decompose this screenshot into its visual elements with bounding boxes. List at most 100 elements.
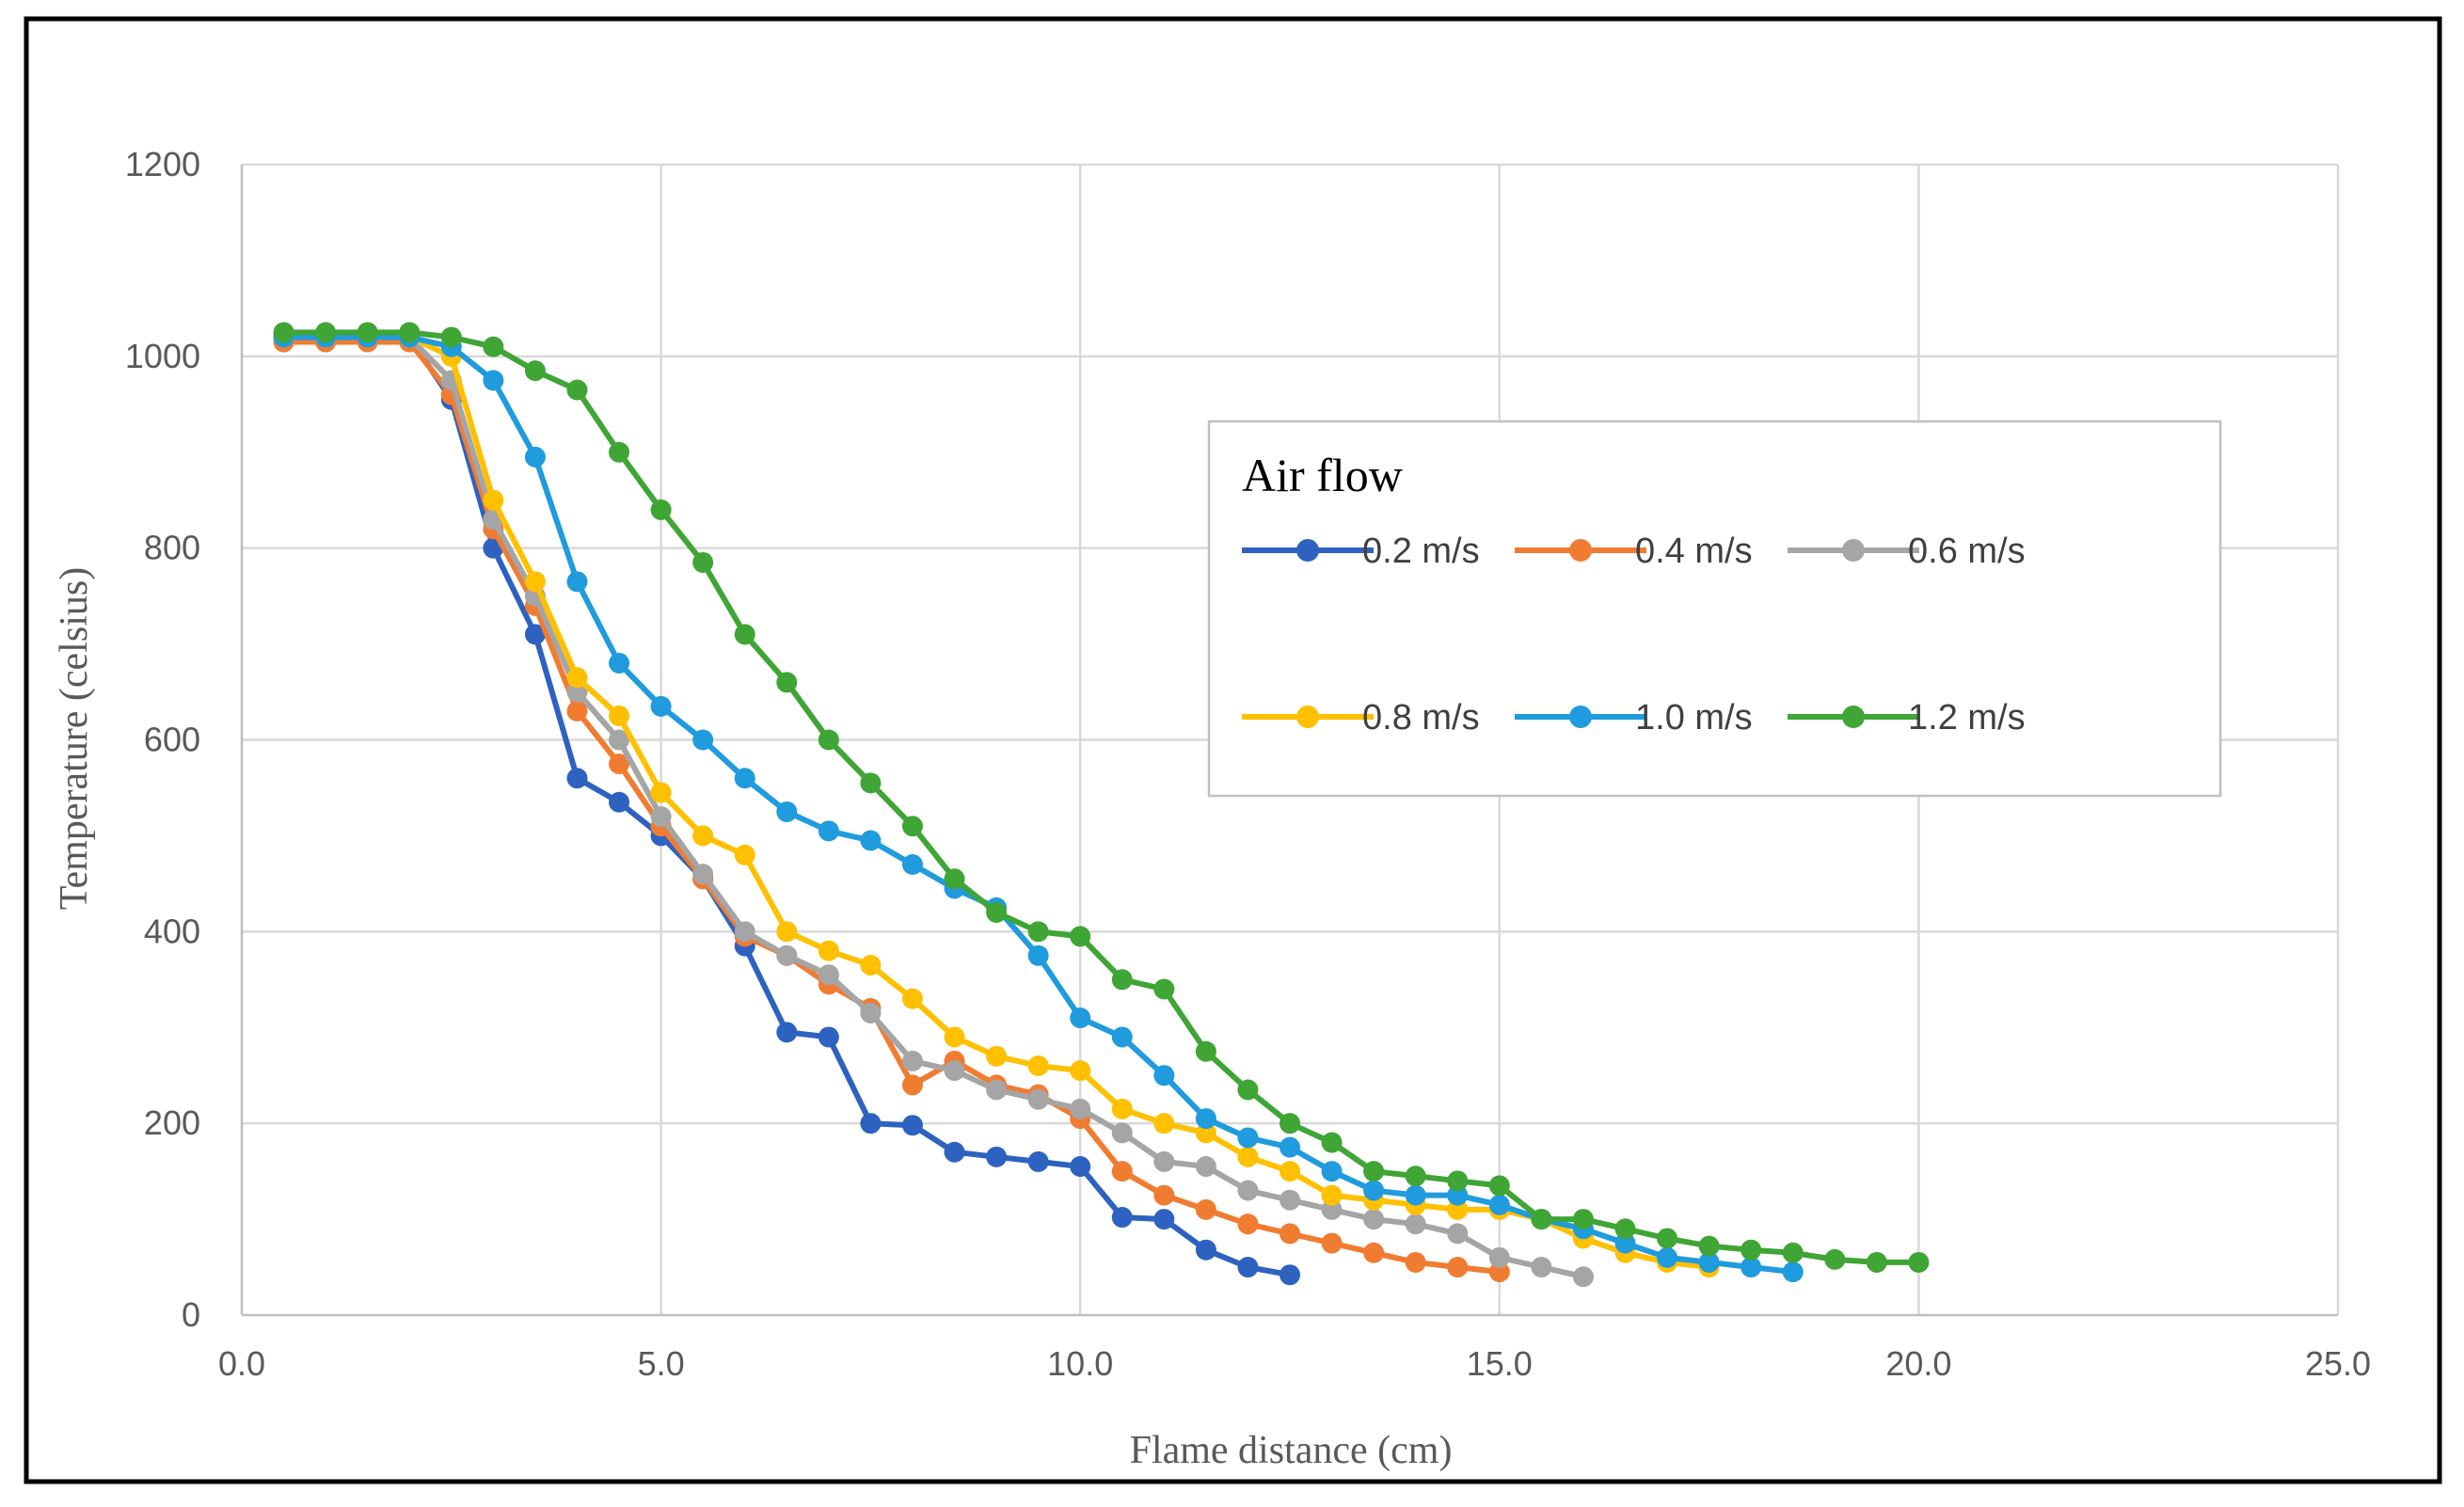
- data-point: [1405, 1251, 1426, 1273]
- data-point: [1070, 926, 1091, 947]
- data-point: [1237, 1257, 1259, 1278]
- data-point: [1237, 1214, 1259, 1235]
- data-point: [1531, 1209, 1552, 1230]
- data-point: [440, 326, 462, 348]
- data-point: [566, 571, 588, 593]
- data-point: [776, 672, 798, 693]
- data-point: [776, 921, 798, 943]
- data-point: [1280, 1113, 1300, 1134]
- data-point: [1488, 1246, 1510, 1268]
- x-tick-label: 25.0: [2305, 1344, 2371, 1383]
- data-point: [609, 652, 630, 674]
- data-point: [734, 844, 755, 865]
- data-point: [483, 370, 504, 391]
- data-point: [1321, 1132, 1343, 1153]
- data-point: [1321, 1161, 1343, 1182]
- data-point: [1153, 978, 1175, 1000]
- data-point: [566, 667, 588, 689]
- data-point: [692, 864, 714, 885]
- data-point: [901, 853, 923, 875]
- data-point: [692, 825, 714, 847]
- data-point: [860, 830, 882, 851]
- data-point: [1447, 1184, 1469, 1206]
- data-point: [609, 791, 630, 813]
- data-point: [1280, 1161, 1300, 1182]
- data-point: [1741, 1257, 1762, 1278]
- data-point: [944, 1141, 965, 1163]
- data-point: [1321, 1232, 1343, 1254]
- data-point: [1657, 1246, 1678, 1268]
- data-point: [1447, 1257, 1469, 1278]
- data-point: [1111, 1207, 1133, 1229]
- x-tick-label: 10.0: [1047, 1344, 1113, 1383]
- data-point: [1363, 1209, 1385, 1230]
- data-point: [609, 753, 630, 774]
- data-point: [1447, 1223, 1469, 1245]
- legend-label: 1.2 m/s: [1908, 698, 2026, 738]
- data-point: [860, 1113, 882, 1134]
- data-point: [860, 955, 882, 976]
- data-point: [901, 1050, 923, 1071]
- data-point: [650, 695, 672, 717]
- data-point: [566, 681, 588, 703]
- data-point: [1280, 1223, 1300, 1245]
- legend-item: 0.8 m/s: [1242, 698, 1480, 738]
- data-point: [1237, 1079, 1259, 1101]
- data-point: [1698, 1235, 1720, 1257]
- data-point: [1070, 1156, 1091, 1178]
- data-point: [1488, 1175, 1510, 1197]
- legend-title: Air flow: [1242, 449, 1403, 501]
- legend-swatch-marker: [1842, 706, 1865, 728]
- data-point: [399, 322, 421, 343]
- legend-item: 0.4 m/s: [1515, 531, 1753, 571]
- data-point: [1153, 1184, 1175, 1206]
- legend-label: 0.2 m/s: [1362, 531, 1480, 571]
- x-axis-title: Flame distance (cm): [1130, 1429, 1453, 1472]
- data-point: [1908, 1251, 1930, 1273]
- data-point: [1447, 1198, 1469, 1220]
- data-point: [524, 571, 546, 593]
- data-point: [1741, 1239, 1762, 1261]
- data-point: [901, 1074, 923, 1096]
- data-point: [1488, 1261, 1510, 1283]
- data-point: [1153, 1150, 1175, 1172]
- data-point: [1195, 1108, 1216, 1130]
- series-1-2-m-s: [273, 322, 1930, 1273]
- data-point: [650, 782, 672, 803]
- data-point: [734, 921, 755, 943]
- data-point: [734, 624, 755, 645]
- data-point: [1280, 1264, 1300, 1286]
- data-point: [1866, 1251, 1887, 1273]
- data-point: [1111, 1026, 1133, 1048]
- data-point: [1027, 1088, 1049, 1110]
- data-point: [1195, 1198, 1216, 1220]
- data-point: [1698, 1251, 1720, 1273]
- x-tick-label: 5.0: [638, 1344, 685, 1383]
- data-point: [524, 624, 546, 645]
- data-point: [692, 551, 714, 573]
- data-point: [1111, 969, 1133, 991]
- data-point: [901, 1115, 923, 1136]
- data-point: [1237, 1127, 1259, 1149]
- data-point: [860, 1002, 882, 1023]
- y-axis-title: Temperature (celsius): [53, 567, 96, 910]
- legend-label: 0.4 m/s: [1635, 531, 1753, 571]
- data-point: [1321, 1198, 1343, 1220]
- data-point: [1027, 944, 1049, 966]
- data-point: [566, 379, 588, 401]
- data-point: [776, 801, 798, 822]
- data-point: [1237, 1146, 1259, 1167]
- data-point: [1405, 1214, 1426, 1235]
- data-point: [818, 964, 839, 986]
- legend-label: 0.6 m/s: [1908, 531, 2026, 571]
- data-point: [1363, 1242, 1385, 1263]
- data-point: [483, 489, 504, 511]
- data-point: [609, 441, 630, 463]
- legend-swatch-marker: [1569, 539, 1592, 562]
- data-point: [1572, 1266, 1594, 1288]
- data-point: [1614, 1218, 1636, 1240]
- data-point: [1195, 1156, 1216, 1178]
- x-tick-label: 15.0: [1467, 1344, 1533, 1383]
